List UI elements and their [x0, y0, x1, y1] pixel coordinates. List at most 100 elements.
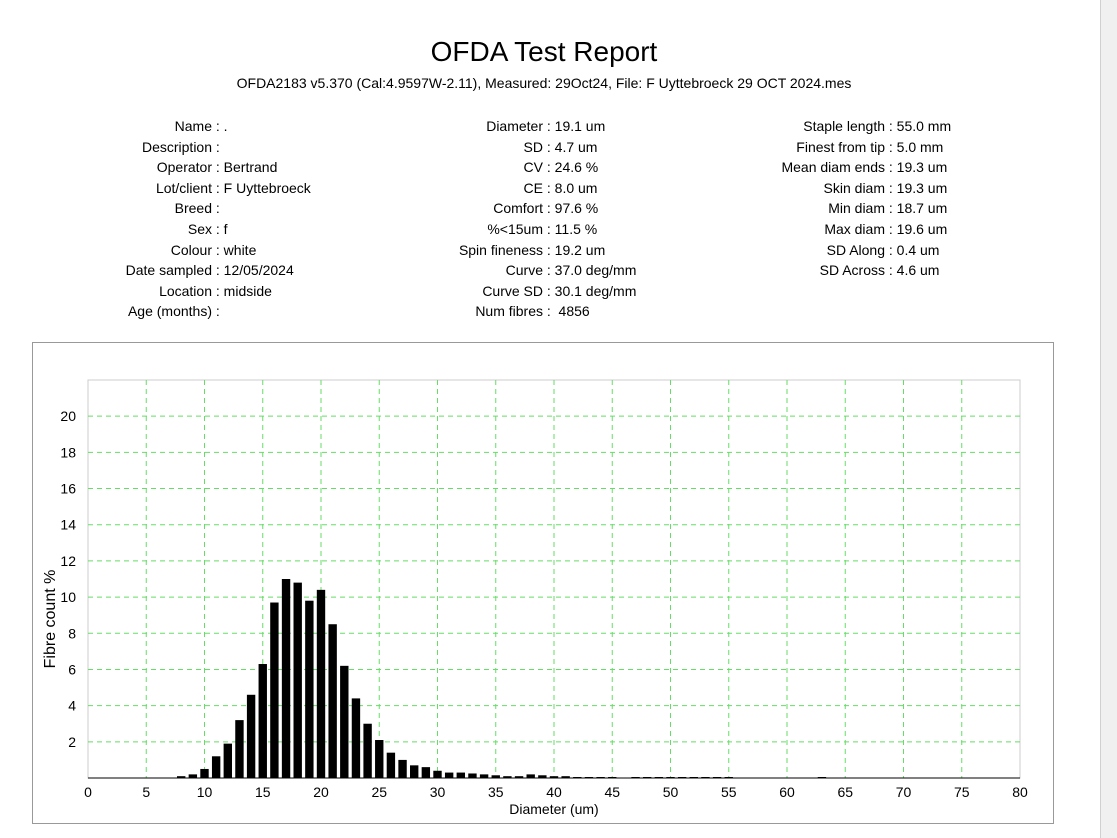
- field-separator: :: [212, 241, 224, 258]
- x-tick-label: 25: [371, 784, 387, 800]
- y-tick-label: 20: [60, 408, 76, 424]
- histogram-bar: [456, 772, 465, 778]
- field-row: Date sampled : 12/05/2024: [0, 260, 311, 281]
- x-tick-label: 10: [197, 784, 213, 800]
- field-label: Staple length: [803, 118, 885, 134]
- field-value: 4.6 um: [896, 262, 940, 279]
- field-value: 55.0 mm: [896, 118, 952, 134]
- field-label: %<15um: [487, 220, 543, 237]
- field-row: Colour : white: [0, 240, 311, 261]
- y-tick-label: 16: [60, 481, 76, 497]
- field-label: Curve: [505, 262, 543, 279]
- field-row: Lot/client : F Uyttebroeck: [0, 178, 311, 199]
- field-label: Date sampled: [125, 262, 212, 279]
- x-tick-label: 35: [488, 784, 504, 800]
- field-value: 5.0 mm: [896, 138, 944, 155]
- field-value: 19.2 um: [554, 241, 606, 258]
- field-label: CE: [523, 179, 543, 196]
- y-tick-label: 2: [68, 734, 76, 750]
- field-value: 19.1 um: [554, 118, 606, 134]
- x-tick-label: 50: [663, 784, 679, 800]
- field-value: white: [223, 241, 257, 258]
- field-separator: :: [543, 118, 555, 134]
- field-label: CV: [523, 159, 543, 176]
- field-label: SD Across: [819, 262, 885, 279]
- field-label: Num fibres: [475, 303, 543, 320]
- field-row: Staple length : 55.0 mm: [701, 116, 951, 137]
- histogram-bar: [328, 624, 337, 778]
- field-row: CV : 24.6 %: [393, 157, 636, 178]
- field-value: 19.6 um: [896, 220, 948, 237]
- histogram-bar: [433, 770, 442, 778]
- histogram-bar: [386, 752, 396, 778]
- histogram-bar: [444, 772, 454, 778]
- histogram-bar: [468, 773, 477, 778]
- field-row: Location : midside: [0, 281, 311, 302]
- field-separator: :: [212, 138, 224, 155]
- histogram-bar: [561, 776, 570, 778]
- field-label: Name: [174, 118, 212, 134]
- field-value: 11.5 %: [554, 220, 598, 237]
- histogram-bar: [538, 775, 547, 778]
- field-value: 97.6 %: [554, 200, 599, 217]
- field-separator: :: [212, 220, 224, 237]
- field-label: Mean diam ends: [781, 159, 885, 176]
- y-tick-label: 12: [60, 553, 76, 569]
- field-row: Breed :: [0, 198, 311, 219]
- diameter-histogram: 0 5 10 15 20 25 30 35 40 45 50 55 60 65 70 75 80 2 4 6 8 10 12…: [42, 379, 1028, 817]
- x-tick-label: 20: [313, 784, 329, 800]
- field-separator: :: [212, 303, 224, 320]
- field-row: Mean diam ends : 19.3 um: [701, 157, 951, 178]
- field-label: Finest from tip: [796, 138, 885, 155]
- field-value: 19.3 um: [896, 159, 948, 176]
- histogram-bar: [503, 776, 512, 778]
- field-separator: :: [543, 262, 555, 279]
- x-tick-label: 45: [604, 784, 620, 800]
- x-tick-label: 60: [779, 784, 795, 800]
- histogram-bar: [526, 774, 535, 778]
- x-axis-title: Diameter (um): [509, 801, 598, 817]
- field-value: .: [223, 118, 228, 134]
- field-label: Location: [159, 282, 212, 299]
- window-edge: [1100, 0, 1117, 838]
- field-row: Finest from tip : 5.0 mm: [701, 137, 951, 158]
- field-separator: :: [543, 282, 555, 299]
- histogram-bar: [177, 776, 186, 778]
- x-tick-label: 30: [430, 784, 446, 800]
- y-axis-title: Fibre count %: [42, 570, 59, 669]
- histogram-bar: [235, 720, 244, 778]
- field-value: Bertrand: [223, 159, 278, 176]
- histogram-bar: [200, 768, 209, 778]
- field-value: 24.6 %: [554, 159, 599, 176]
- histogram-bar: [258, 664, 267, 778]
- field-separator: :: [543, 179, 555, 196]
- histogram-bar: [305, 600, 314, 778]
- report-title: OFDA Test Report: [430, 36, 658, 67]
- field-row: Num fibres : 4856: [393, 301, 636, 322]
- histogram-bar: [398, 759, 407, 778]
- field-label: Sex: [187, 220, 212, 237]
- field-separator: :: [543, 159, 555, 176]
- x-tick-label: 55: [721, 784, 737, 800]
- field-label: Max diam: [824, 220, 885, 237]
- x-tick-label: 70: [896, 784, 912, 800]
- x-tick-label: 0: [84, 784, 92, 800]
- field-value: f: [223, 220, 228, 237]
- field-separator: :: [543, 200, 555, 217]
- field-separator: :: [885, 159, 897, 176]
- histogram-bar: [211, 756, 221, 778]
- field-separator: :: [543, 241, 555, 258]
- field-separator: :: [885, 262, 897, 279]
- field-row: SD : 4.7 um: [393, 137, 636, 158]
- field-row: Curve : 37.0 deg/mm: [393, 260, 637, 281]
- field-separator: :: [543, 303, 555, 320]
- field-label: Operator: [156, 159, 212, 176]
- x-tick-label: 75: [954, 784, 970, 800]
- histogram-bar: [316, 589, 326, 778]
- field-value: F Uyttebroeck: [223, 179, 311, 196]
- field-row: Curve SD : 30.1 deg/mm: [393, 281, 636, 302]
- field-label: Lot/client: [155, 179, 212, 196]
- field-separator: :: [885, 220, 897, 237]
- field-value: 19.3 um: [896, 179, 948, 196]
- field-value: 12/05/2024: [223, 262, 294, 279]
